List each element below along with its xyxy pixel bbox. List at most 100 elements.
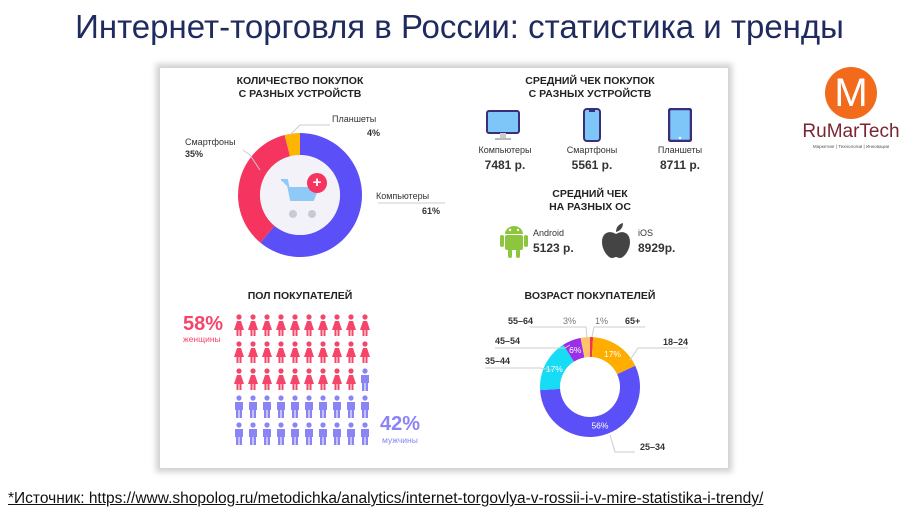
man-icon [361,368,369,391]
device-label: Компьютеры [478,145,532,155]
donut-slice-1 [238,134,291,243]
smartphone-icon [583,108,601,142]
device-item-computers: Компьютеры 7481 р. [470,145,540,172]
men-label: мужчины [382,435,418,445]
leader-line [591,326,645,338]
man-icon [277,422,285,445]
avg-check-os-title: СРЕДНИЙ ЧЕК НА РАЗНЫХ ОС [500,188,680,214]
leader-line [629,347,688,361]
woman-icon [346,368,356,390]
woman-icon [290,341,300,363]
slice-label: Планшеты [332,114,376,124]
woman-icon [276,341,286,363]
woman-icon [262,314,272,336]
device-value: 7481 р. [484,158,526,172]
man-icon [361,395,369,418]
gender-icon-grid [234,314,370,445]
leader-line [242,149,261,171]
woman-icon [346,314,356,336]
man-icon [263,422,271,445]
os-label: iOS [638,228,654,238]
title-line: НА РАЗНЫХ ОС [549,201,631,213]
device-value: 8711 р. [659,158,701,172]
woman-icon [276,314,286,336]
leader-line [289,124,330,136]
device-value: 5561 р. [571,158,613,172]
man-icon [319,422,327,445]
woman-icon [290,314,300,336]
slice-value: 17% [604,349,621,359]
title-line: СРЕДНИЙ ЧЕК ПОКУПОК [525,75,655,87]
man-icon [361,422,369,445]
slice-label: 35–44 [485,356,510,366]
woman-icon [360,341,370,363]
os-value: 8929р. [638,241,676,255]
devices-chart-title: КОЛИЧЕСТВО ПОКУПОК С РАЗНЫХ УСТРОЙСТВ [200,75,400,101]
men-percent: 42% [380,413,421,435]
woman-icon [332,314,342,336]
logo-tagline: Маркетинг | Технологии | Инновации [812,144,890,149]
cart-wheel [289,210,297,218]
slice-label: 25–34 [640,442,665,452]
donut-slice-0 [590,337,594,358]
donut-slice-0 [260,133,362,257]
leader-line [485,367,553,371]
man-icon [347,395,355,418]
man-icon [249,395,257,418]
woman-icon [262,368,272,390]
woman-icon [234,314,244,336]
age-donut-chart: 17% 56% 17% 6% 1% 65+ 3% 55–64 18–24 25–34 35–44 45… [485,316,688,453]
woman-icon [304,314,314,336]
woman-icon [332,368,342,390]
woman-icon [304,341,314,363]
logo: M RuMarTech Маркетинг | Технологии | Инн… [792,63,910,155]
avg-check-devices-title: СРЕДНИЙ ЧЕК ПОКУПОК С РАЗНЫХ УСТРОЙСТВ [490,75,690,101]
woman-icon [304,368,314,390]
apple-icon [602,223,630,258]
title-line: КОЛИЧЕСТВО ПОКУПОК [236,75,364,87]
man-icon [235,395,243,418]
leader-line [495,344,571,349]
woman-icon [346,341,356,363]
page-title: Интернет-торговля в России: статистика и… [75,8,844,45]
device-label: Планшеты [657,145,703,155]
slice-label: Смартфоны [185,137,235,147]
woman-icon [290,368,300,390]
slice-value: 17% [546,364,563,374]
man-icon [249,422,257,445]
woman-icon [234,368,244,390]
woman-icon [318,314,328,336]
women-percent: 58% [183,313,224,335]
woman-icon [248,341,258,363]
slice-label: 45–54 [495,336,520,346]
woman-icon [248,368,258,390]
plus-icon: + [313,174,322,191]
os-item-android: Android 5123 р. [533,228,574,255]
man-icon [291,422,299,445]
slice-value: 3% [563,316,576,326]
logo-circle: M [825,67,877,119]
man-icon [347,422,355,445]
man-icon [291,395,299,418]
woman-icon [318,368,328,390]
woman-icon [360,314,370,336]
donut-slice-2 [284,133,300,157]
gender-title: ПОЛ ПОКУПАТЕЛЕЙ [247,290,353,302]
cart-wheel [308,210,316,218]
slice-label: Компьютеры [376,191,429,201]
man-icon [319,395,327,418]
woman-icon [262,341,272,363]
logo-letter: M [834,71,868,115]
source-link[interactable]: *Источник: https://www.shopolog.ru/metod… [8,490,764,507]
slice-label: 55–64 [508,316,533,326]
os-item-ios: iOS 8929р. [638,228,675,255]
leader-line [609,434,635,453]
slice-value: 1% [595,316,608,326]
women-label: женщины [183,334,221,344]
slice-value: 4% [367,128,380,138]
age-chart-title: ВОЗРАСТ ПОКУПАТЕЛЕЙ [524,290,656,302]
title-line: СРЕДНИЙ ЧЕК [552,188,628,200]
tablet-icon [668,108,692,142]
man-icon [305,422,313,445]
woman-icon [332,341,342,363]
